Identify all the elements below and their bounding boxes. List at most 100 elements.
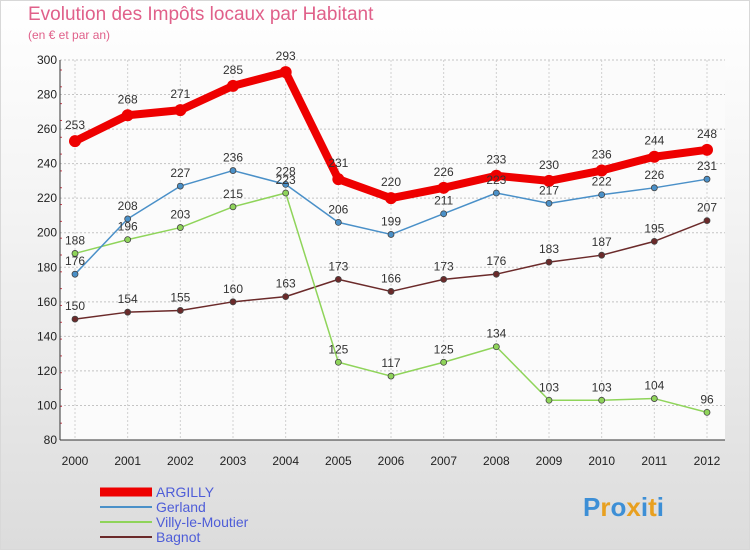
data-label: 220 bbox=[381, 175, 401, 189]
data-point bbox=[492, 270, 500, 278]
data-point bbox=[176, 307, 184, 314]
data-label: 183 bbox=[539, 242, 559, 256]
data-label: 134 bbox=[486, 327, 506, 341]
data-point bbox=[71, 250, 79, 257]
data-point bbox=[437, 181, 450, 194]
y-tick-label: 200 bbox=[37, 226, 57, 240]
data-point bbox=[176, 224, 184, 231]
data-label: 103 bbox=[539, 380, 559, 394]
data-label: 187 bbox=[592, 235, 612, 249]
data-label: 211 bbox=[434, 194, 453, 208]
x-tick-label: 2003 bbox=[220, 454, 247, 468]
data-label: 271 bbox=[170, 87, 190, 101]
legend-label: Villy-le-Moutier bbox=[156, 514, 249, 530]
data-label: 230 bbox=[539, 158, 559, 172]
data-label: 285 bbox=[223, 63, 243, 77]
x-tick-label: 2010 bbox=[588, 454, 615, 468]
data-point bbox=[174, 104, 187, 117]
data-label: 155 bbox=[170, 290, 190, 304]
data-label: 233 bbox=[486, 153, 506, 167]
data-label: 154 bbox=[118, 292, 138, 306]
data-label: 203 bbox=[170, 208, 190, 222]
data-point bbox=[703, 217, 711, 225]
data-point bbox=[598, 191, 606, 199]
data-point bbox=[229, 167, 237, 174]
data-point bbox=[385, 192, 397, 205]
data-point bbox=[124, 215, 132, 223]
x-tick-label: 2009 bbox=[536, 454, 563, 468]
x-tick-label: 2004 bbox=[272, 454, 299, 468]
data-label: 293 bbox=[276, 49, 296, 63]
data-label: 163 bbox=[276, 277, 296, 291]
data-label: 173 bbox=[434, 259, 454, 273]
data-label: 236 bbox=[592, 148, 612, 162]
data-label: 231 bbox=[697, 159, 717, 173]
data-point bbox=[334, 275, 342, 283]
data-label: 226 bbox=[434, 165, 454, 179]
data-point bbox=[227, 79, 239, 92]
data-point bbox=[545, 199, 553, 207]
data-label: 248 bbox=[697, 127, 717, 141]
data-point bbox=[650, 395, 658, 402]
data-point bbox=[545, 258, 553, 266]
data-label: 125 bbox=[328, 342, 348, 356]
data-point bbox=[334, 218, 342, 226]
data-label: 231 bbox=[328, 156, 348, 170]
data-label: 150 bbox=[65, 299, 85, 313]
data-label: 196 bbox=[118, 220, 138, 234]
brand-logo: Proxiti bbox=[583, 492, 664, 522]
data-label: 195 bbox=[644, 221, 664, 235]
data-label: 125 bbox=[434, 342, 454, 356]
x-tick-label: 2012 bbox=[694, 454, 721, 468]
data-label: 222 bbox=[592, 175, 612, 189]
data-label: 96 bbox=[700, 392, 714, 406]
y-tick-label: 160 bbox=[37, 295, 57, 309]
data-point bbox=[650, 184, 658, 192]
data-point bbox=[703, 408, 711, 416]
data-label: 253 bbox=[65, 118, 85, 132]
data-point bbox=[71, 315, 79, 323]
data-label: 228 bbox=[276, 164, 296, 178]
data-point bbox=[648, 150, 661, 163]
legend-label: Bagnot bbox=[156, 529, 200, 545]
y-tick-label: 240 bbox=[37, 157, 57, 171]
data-point bbox=[387, 288, 395, 295]
data-point bbox=[598, 396, 606, 404]
data-point bbox=[124, 236, 132, 244]
data-point bbox=[650, 237, 658, 245]
data-label: 207 bbox=[697, 201, 717, 215]
data-label: 268 bbox=[118, 92, 138, 106]
data-label: 226 bbox=[644, 168, 664, 182]
data-point bbox=[387, 372, 395, 380]
data-point bbox=[334, 358, 342, 366]
y-tick-label: 180 bbox=[37, 260, 57, 274]
y-tick-label: 280 bbox=[37, 88, 57, 102]
data-label: 160 bbox=[223, 282, 243, 296]
y-tick-label: 140 bbox=[37, 329, 57, 343]
data-point bbox=[703, 175, 711, 183]
x-tick-label: 2000 bbox=[62, 454, 89, 468]
y-tick-label: 260 bbox=[37, 122, 57, 136]
chart-title: Evolution des Impôts locaux par Habitant bbox=[28, 4, 374, 25]
data-point bbox=[387, 231, 395, 238]
legend-label: Gerland bbox=[156, 499, 206, 515]
data-point bbox=[492, 189, 500, 197]
x-tick-label: 2006 bbox=[378, 454, 405, 468]
x-tick-label: 2008 bbox=[483, 454, 510, 468]
data-point bbox=[490, 169, 503, 182]
data-point bbox=[701, 143, 713, 156]
plot-area bbox=[60, 60, 725, 440]
data-label: 223 bbox=[276, 173, 296, 187]
data-point bbox=[492, 343, 500, 351]
y-tick-label: 100 bbox=[37, 398, 57, 412]
data-label: 117 bbox=[381, 356, 400, 370]
y-tick-label: 120 bbox=[37, 364, 57, 378]
data-label: 173 bbox=[328, 259, 348, 273]
data-point bbox=[545, 396, 553, 404]
data-label: 199 bbox=[381, 214, 401, 228]
legend-label: ARGILLY bbox=[156, 484, 215, 500]
data-point bbox=[543, 174, 555, 187]
data-label: 244 bbox=[644, 134, 664, 148]
data-point bbox=[229, 203, 237, 211]
data-label: 227 bbox=[170, 166, 190, 180]
